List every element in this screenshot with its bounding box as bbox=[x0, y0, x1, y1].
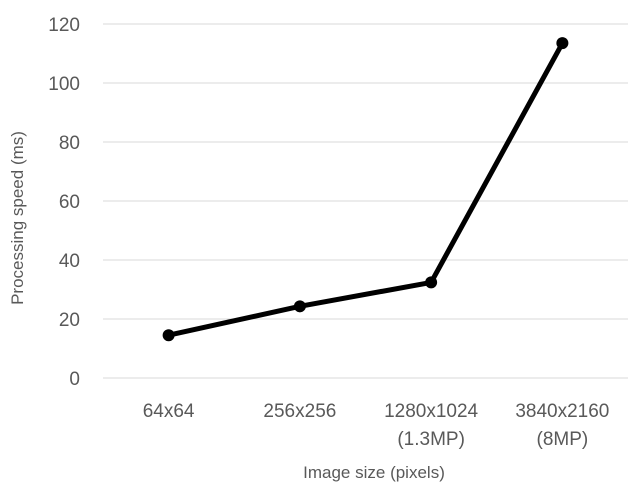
y-tick-label: 60 bbox=[59, 192, 80, 213]
y-tick-label: 20 bbox=[59, 310, 80, 331]
x-tick-label-line: 1280x1024 bbox=[384, 401, 478, 422]
x-axis-tick-labels: 64x64 256x256 1280x1024 (1.3MP) 3840x2160 (8M… bbox=[143, 401, 610, 450]
x-tick-label-line: 64x64 bbox=[143, 401, 195, 422]
y-tick-label: 80 bbox=[59, 133, 80, 154]
data-point bbox=[556, 37, 569, 50]
y-axis-tick-labels: 0 20 40 60 80 100 120 bbox=[48, 15, 80, 390]
x-axis-title: Image size (pixels) bbox=[303, 463, 445, 482]
y-tick-label: 120 bbox=[48, 15, 80, 36]
series-layer bbox=[162, 37, 569, 342]
data-point bbox=[425, 276, 438, 289]
gridlines bbox=[103, 23, 628, 379]
x-tick-label: 1280x1024 (1.3MP) bbox=[384, 401, 478, 450]
data-point bbox=[293, 300, 306, 313]
y-tick-label: 100 bbox=[48, 74, 80, 95]
x-tick-label-line: 256x256 bbox=[263, 401, 336, 422]
y-tick-label: 40 bbox=[59, 251, 80, 272]
x-tick-label: 256x256 bbox=[263, 401, 336, 422]
x-tick-label-line: 3840x2160 bbox=[515, 401, 609, 422]
series-line bbox=[166, 40, 565, 338]
x-tick-label: 64x64 bbox=[143, 401, 195, 422]
y-tick-label: 0 bbox=[69, 369, 80, 390]
x-tick-label-line: (1.3MP) bbox=[397, 429, 465, 450]
data-point bbox=[162, 329, 175, 342]
x-tick-label: 3840x2160 (8MP) bbox=[515, 401, 609, 450]
x-tick-label-line: (8MP) bbox=[537, 429, 589, 450]
y-axis-title: Processing speed (ms) bbox=[8, 131, 27, 305]
